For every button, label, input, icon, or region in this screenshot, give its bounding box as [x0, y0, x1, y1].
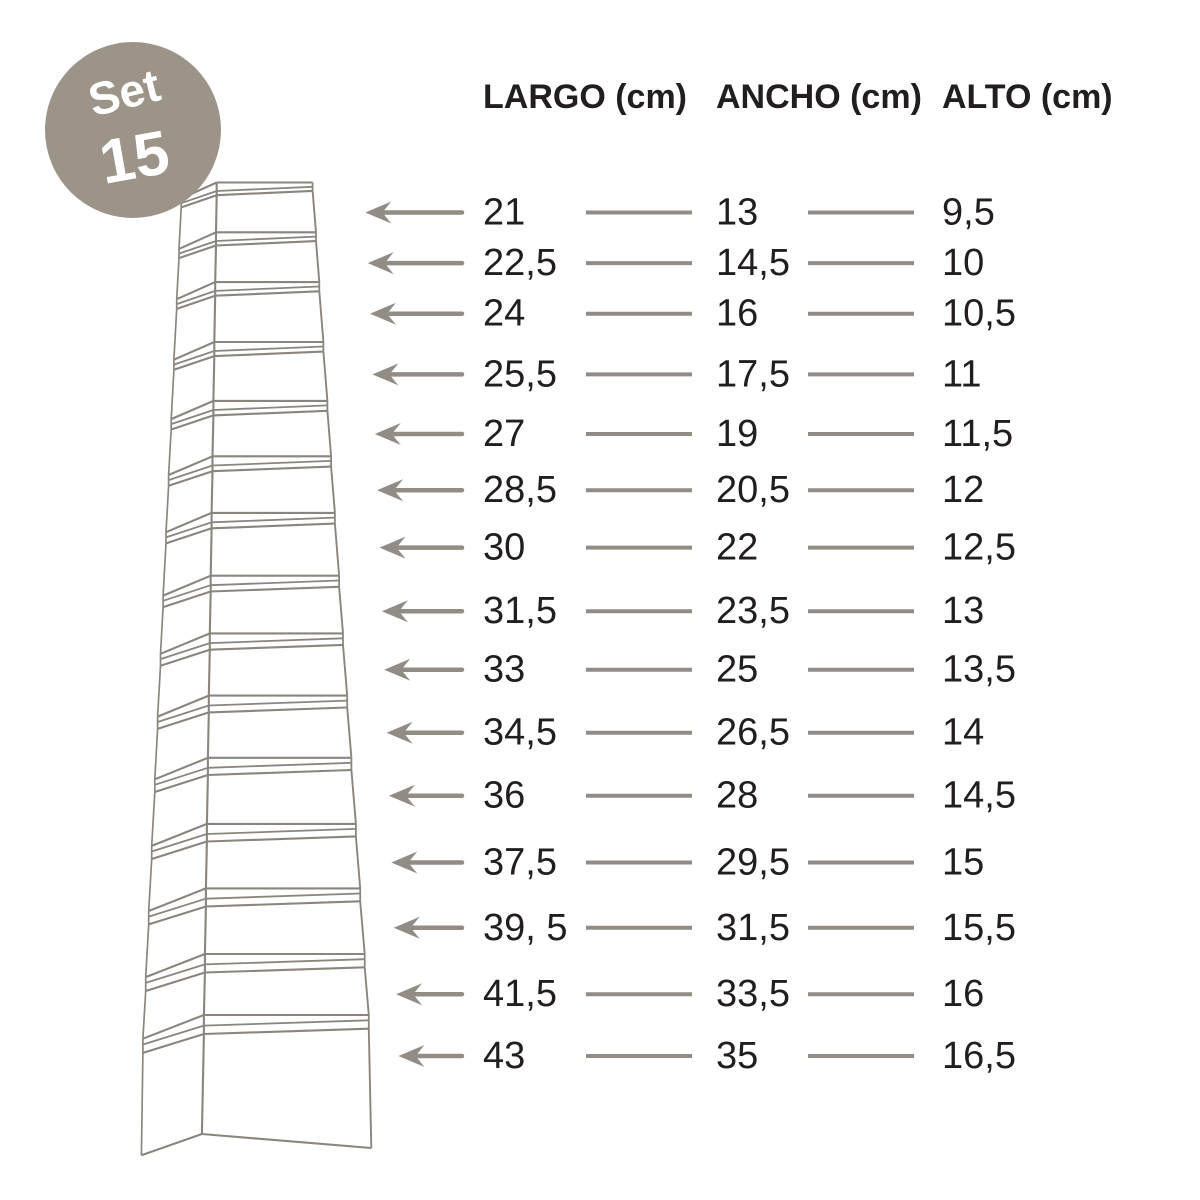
svg-text:25: 25: [716, 649, 758, 691]
svg-text:14,5: 14,5: [716, 242, 790, 284]
svg-text:43: 43: [483, 1035, 525, 1077]
svg-text:10: 10: [942, 242, 984, 284]
svg-text:12: 12: [942, 469, 984, 511]
svg-text:LARGO (cm): LARGO (cm): [483, 78, 687, 116]
svg-text:16,5: 16,5: [942, 1035, 1016, 1077]
svg-text:33,5: 33,5: [716, 973, 790, 1015]
svg-text:15: 15: [942, 842, 984, 884]
svg-text:9,5: 9,5: [942, 192, 995, 234]
svg-text:15,5: 15,5: [942, 907, 1016, 949]
svg-text:36: 36: [483, 775, 525, 817]
svg-text:25,5: 25,5: [483, 353, 557, 395]
svg-text:34,5: 34,5: [483, 712, 557, 754]
svg-text:21: 21: [483, 192, 525, 234]
svg-text:28,5: 28,5: [483, 469, 557, 511]
svg-text:14: 14: [942, 712, 984, 754]
svg-text:17,5: 17,5: [716, 353, 790, 395]
svg-text:27: 27: [483, 413, 525, 455]
svg-text:24: 24: [483, 293, 525, 335]
svg-text:26,5: 26,5: [716, 712, 790, 754]
svg-text:35: 35: [716, 1035, 758, 1077]
svg-text:ANCHO (cm): ANCHO (cm): [716, 78, 922, 116]
svg-text:19: 19: [716, 413, 758, 455]
svg-text:ALTO (cm): ALTO (cm): [942, 78, 1113, 116]
svg-text:16: 16: [716, 293, 758, 335]
svg-text:31,5: 31,5: [483, 590, 557, 632]
svg-text:22: 22: [716, 527, 758, 569]
svg-text:14,5: 14,5: [942, 775, 1016, 817]
svg-text:30: 30: [483, 527, 525, 569]
svg-text:33: 33: [483, 649, 525, 691]
svg-text:41,5: 41,5: [483, 973, 557, 1015]
svg-text:37,5: 37,5: [483, 842, 557, 884]
svg-text:16: 16: [942, 973, 984, 1015]
svg-text:11: 11: [942, 353, 981, 395]
svg-text:10,5: 10,5: [942, 293, 1016, 335]
svg-text:23,5: 23,5: [716, 590, 790, 632]
svg-text:12,5: 12,5: [942, 527, 1016, 569]
svg-text:11,5: 11,5: [942, 413, 1013, 455]
svg-text:39, 5: 39, 5: [483, 907, 568, 949]
svg-text:29,5: 29,5: [716, 842, 790, 884]
svg-text:28: 28: [716, 775, 758, 817]
svg-text:22,5: 22,5: [483, 242, 557, 284]
svg-text:13: 13: [716, 192, 758, 234]
svg-text:13: 13: [942, 590, 984, 632]
svg-text:15: 15: [94, 118, 174, 198]
svg-text:31,5: 31,5: [716, 907, 790, 949]
svg-text:13,5: 13,5: [942, 649, 1016, 691]
svg-text:20,5: 20,5: [716, 469, 790, 511]
